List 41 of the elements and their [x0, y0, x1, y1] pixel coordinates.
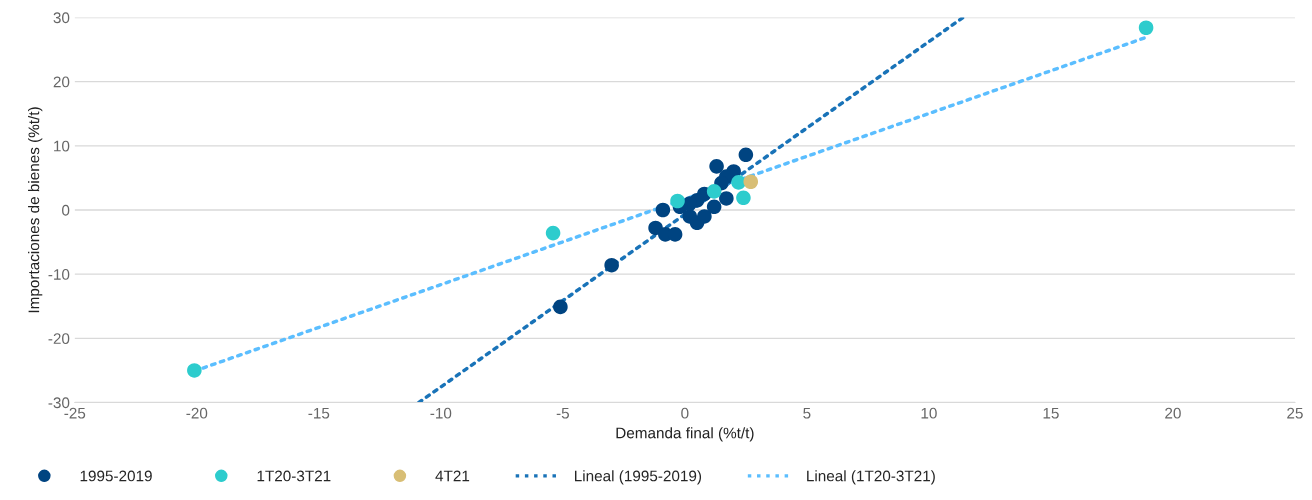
point [1138, 20, 1154, 36]
x-tick-label: -5 [556, 407, 569, 419]
point [709, 159, 724, 174]
legend-label: 1T20-3T21 [257, 470, 331, 482]
x-tick-label: 0 [681, 407, 689, 419]
point [187, 363, 202, 378]
point [545, 225, 561, 241]
y-tick-label: -20 [48, 333, 70, 345]
point [655, 202, 671, 218]
x-tick-label: 15 [1043, 407, 1059, 419]
point [736, 190, 751, 206]
point [743, 174, 759, 190]
point [706, 184, 722, 199]
legend-label: 4T21 [435, 470, 470, 482]
y-tick-label: 30 [53, 12, 70, 24]
point [670, 193, 685, 209]
point [738, 147, 754, 163]
legend-label: Lineal (1995-2019) [575, 470, 702, 485]
point [604, 257, 619, 273]
x-tick-label: -15 [308, 407, 330, 419]
point [697, 209, 712, 224]
x-tick-label: 20 [1165, 407, 1181, 419]
point [731, 175, 746, 190]
x-tick-label: 10 [921, 407, 937, 419]
y-tick-label: -10 [48, 269, 70, 280]
legend-label: 1995-2019 [80, 470, 152, 482]
y-tick-label: 10 [54, 140, 70, 152]
point [719, 191, 734, 206]
x-tick-label: 25 [1287, 407, 1303, 419]
x-axis-title: Demanda final (%t/t) [616, 427, 754, 442]
y-tick-label: 0 [62, 204, 70, 216]
x-tick-label: -20 [186, 407, 208, 419]
legend-label: Lineal (1T20-3T21) [807, 470, 935, 485]
y-tick-label: -30 [48, 397, 70, 409]
y-axis-title: Importaciones de bienes (%t/t) [28, 107, 43, 313]
x-tick-label: 5 [803, 407, 811, 419]
x-tick-label: -10 [430, 407, 452, 419]
point [553, 299, 568, 315]
x-tick-label: -25 [64, 407, 86, 419]
y-tick-label: 20 [53, 76, 70, 88]
point [706, 199, 722, 215]
